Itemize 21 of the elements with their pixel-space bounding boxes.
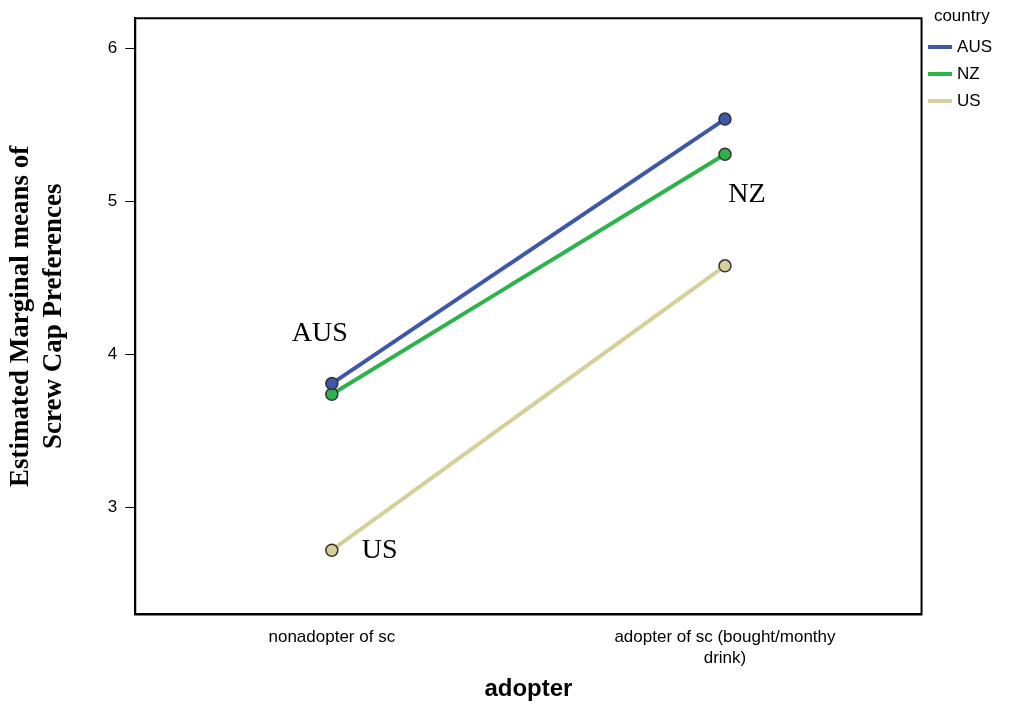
- y-tick-label: 3: [107, 497, 118, 517]
- y-tick-label: 6: [107, 38, 118, 58]
- annotation: AUS: [291, 315, 348, 347]
- annotation: US: [361, 532, 398, 564]
- point: [325, 376, 339, 391]
- point: [718, 259, 732, 273]
- x-tick-label: adopter of sc (bought/monthy drink): [614, 627, 837, 667]
- point: [718, 112, 732, 126]
- x-axis-title: adopter: [484, 674, 573, 702]
- y-tick-label: 4: [107, 344, 118, 364]
- y-tick-label: 5: [107, 191, 118, 211]
- point: [325, 543, 339, 557]
- legend-label: NZ: [957, 63, 980, 83]
- point: [718, 147, 732, 162]
- point: [325, 387, 339, 402]
- legend-label: AUS: [957, 36, 993, 56]
- y-axis-title: Estimated Marginal means of Screw Cap Preferences: [4, 144, 67, 487]
- legend-label: US: [957, 90, 981, 110]
- legend-title: country: [933, 6, 991, 26]
- annotation: NZ: [728, 176, 766, 208]
- x-tick-label: nonadopter of sc: [268, 627, 396, 647]
